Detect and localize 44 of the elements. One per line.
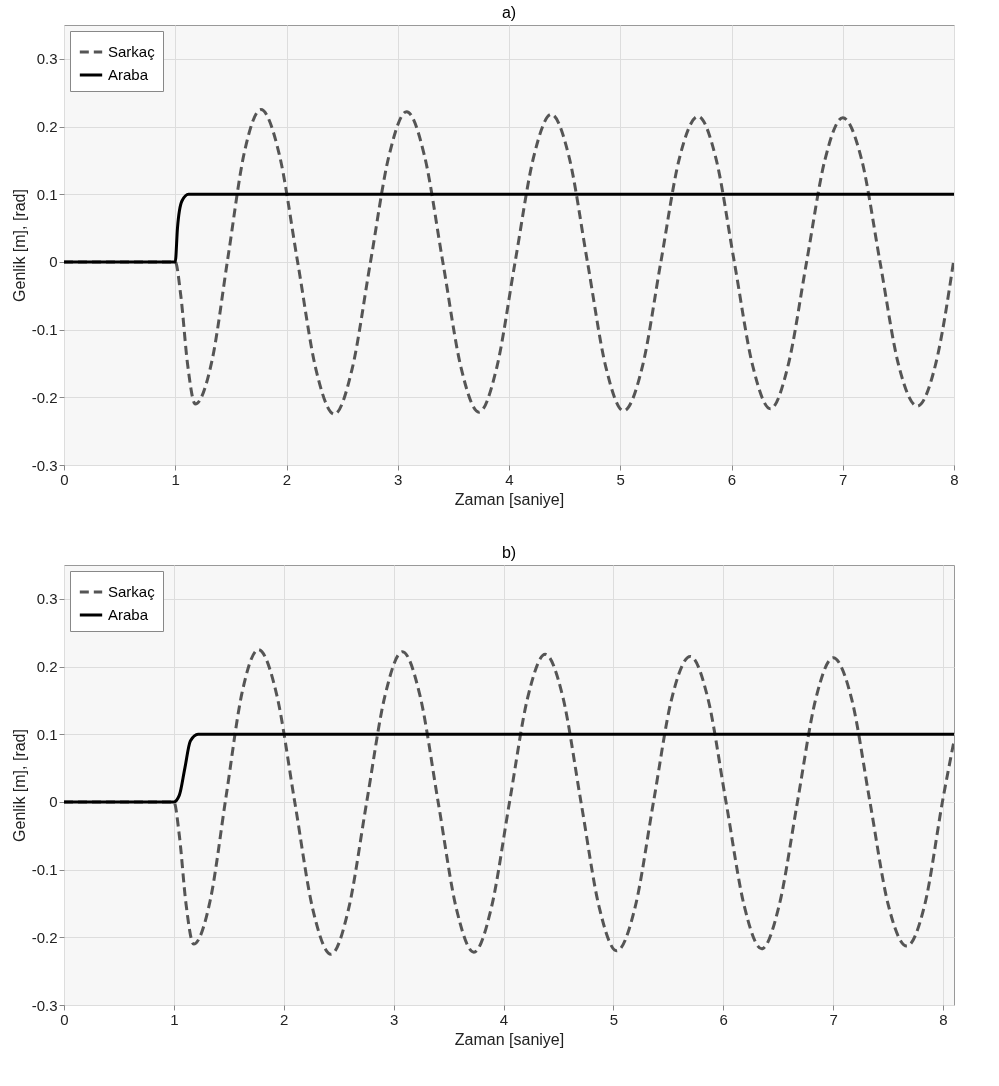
x-tick-label: 1	[171, 470, 180, 488]
x-tick-label: 3	[394, 470, 403, 488]
line-series	[64, 732, 954, 804]
x-tick-label: 2	[280, 1010, 289, 1028]
y-tick-label: 0.3	[36, 50, 58, 68]
y-tick-label: -0.3	[31, 456, 58, 474]
y-tick-label: -0.1	[31, 321, 58, 339]
x-tick-label: 8	[950, 470, 959, 488]
chart-title: b)	[501, 544, 517, 561]
y-tick-label: 0.3	[36, 590, 58, 608]
line-series	[64, 192, 954, 264]
legend-label: Araba	[108, 606, 149, 623]
y-axis-title: Genlik [m], [rad]	[10, 189, 28, 302]
x-tick-label: 5	[609, 1010, 619, 1028]
y-tick-label: -0.3	[31, 996, 58, 1014]
y-tick-label: 0	[49, 793, 58, 811]
x-tick-label: 0	[60, 1010, 69, 1028]
x-tick-label: 6	[727, 470, 737, 488]
chart-title: a)	[501, 4, 517, 21]
x-tick-label: 1	[170, 1010, 179, 1028]
y-tick-label: 0	[49, 253, 58, 271]
x-axis-title: Zaman [saniye]	[454, 490, 565, 508]
x-tick-label: 2	[282, 470, 292, 488]
x-tick-label: 6	[719, 1010, 728, 1028]
x-tick-label: 4	[499, 1010, 509, 1028]
legend-label: Sarkaç	[108, 43, 156, 60]
y-axis-title: Genlik [m], [rad]	[10, 729, 28, 842]
legend-label: Sarkaç	[108, 583, 156, 600]
x-tick-label: 4	[505, 470, 514, 488]
legend-label: Araba	[108, 66, 149, 83]
x-tick-label: 5	[616, 470, 625, 488]
y-tick-label: -0.1	[31, 861, 58, 879]
y-tick-label: 0.1	[36, 725, 58, 743]
x-tick-label: 0	[60, 470, 69, 488]
x-axis-title: Zaman [saniye]	[454, 1030, 565, 1048]
y-tick-label: 0.2	[36, 658, 58, 676]
y-tick-label: -0.2	[31, 388, 58, 406]
y-tick-label: -0.2	[31, 928, 58, 946]
y-tick-label: 0.2	[36, 118, 58, 136]
y-tick-label: 0.1	[36, 185, 58, 203]
x-tick-label: 7	[829, 1010, 838, 1028]
x-tick-label: 8	[939, 1010, 948, 1028]
x-tick-label: 7	[839, 470, 848, 488]
x-tick-label: 3	[389, 1010, 399, 1028]
